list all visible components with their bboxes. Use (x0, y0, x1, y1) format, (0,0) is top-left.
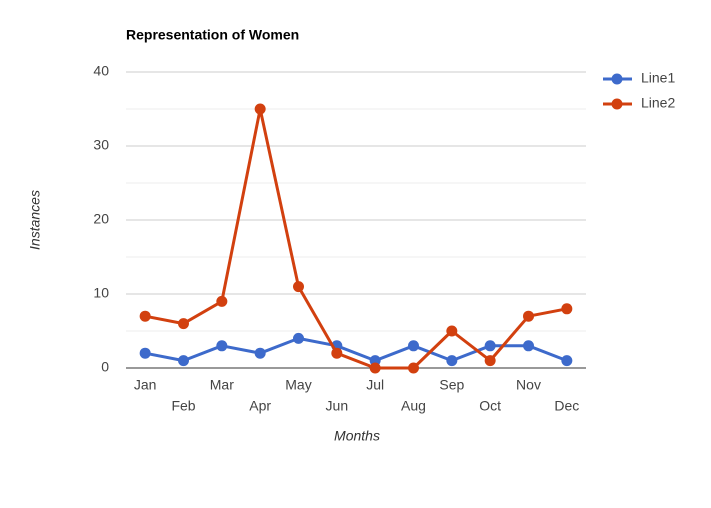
y-tick-label: 40 (93, 63, 109, 79)
data-point (561, 355, 573, 367)
legend-marker (611, 73, 623, 85)
data-point (139, 310, 151, 322)
x-axis-title: Months (334, 428, 380, 444)
y-tick-label: 30 (93, 137, 109, 153)
legend-label: Line1 (641, 70, 675, 86)
data-point (523, 340, 534, 352)
data-point (254, 347, 266, 359)
y-tick-label: 0 (101, 359, 109, 375)
data-point (484, 340, 496, 352)
data-point (446, 355, 458, 367)
data-point (216, 295, 228, 307)
data-point (484, 355, 496, 367)
data-point (254, 103, 266, 115)
data-point (178, 355, 189, 367)
data-point (369, 362, 381, 374)
x-tick-label: Feb (171, 398, 195, 414)
x-tick-label: Jun (326, 398, 349, 414)
data-point (293, 281, 304, 293)
series-line (144, 336, 568, 363)
x-tick-label: May (285, 377, 311, 393)
x-tick-label: Mar (210, 377, 234, 393)
data-point (139, 347, 151, 359)
y-axis-title: Instances (27, 190, 43, 250)
legend-marker (611, 98, 623, 110)
data-point (293, 332, 304, 344)
data-point (408, 340, 419, 352)
x-tick-label: Aug (401, 398, 426, 414)
chart-title: Representation of Women (126, 27, 299, 43)
y-tick-label: 10 (93, 285, 109, 301)
data-point (446, 325, 458, 337)
x-tick-label: Apr (249, 398, 271, 414)
x-tick-label: Dec (554, 398, 579, 414)
y-tick-label: 20 (93, 211, 109, 227)
data-point (178, 318, 189, 330)
data-point (523, 310, 534, 322)
data-point (561, 303, 573, 315)
x-tick-label: Nov (516, 377, 541, 393)
legend-label: Line2 (641, 95, 675, 111)
data-point (331, 347, 343, 359)
x-tick-label: Jul (366, 377, 384, 393)
data-point (216, 340, 228, 352)
series-line (144, 107, 568, 370)
data-point (408, 362, 419, 374)
x-tick-label: Oct (479, 398, 501, 414)
x-tick-label: Sep (439, 377, 464, 393)
x-tick-label: Jan (134, 377, 157, 393)
